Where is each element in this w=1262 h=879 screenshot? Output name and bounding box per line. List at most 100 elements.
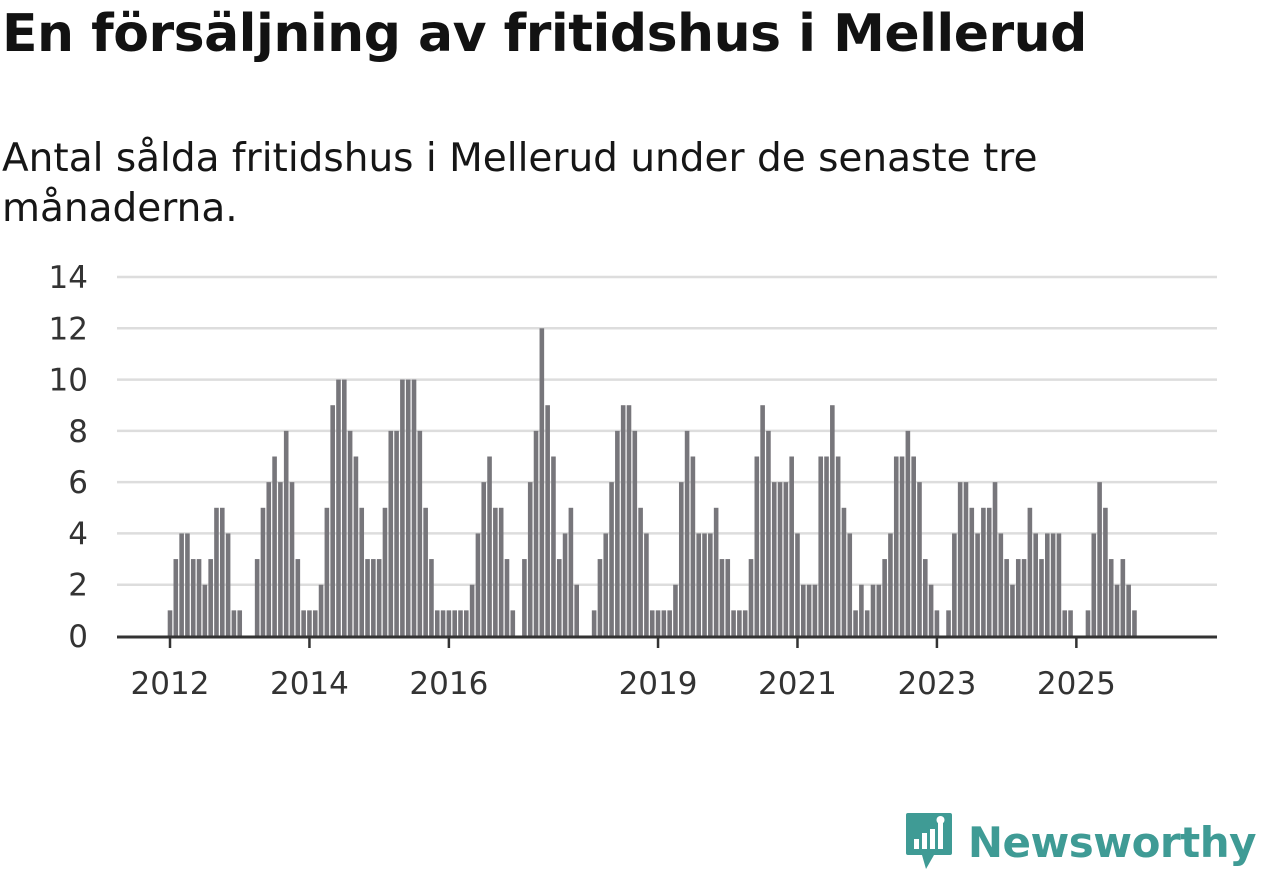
- bar: [365, 559, 370, 636]
- bar: [208, 559, 213, 636]
- bar: [678, 482, 684, 636]
- bar: [847, 533, 853, 636]
- bar: [1068, 610, 1073, 636]
- brand: Newsworthy: [904, 811, 1257, 873]
- bar: [167, 610, 173, 636]
- bar: [272, 456, 277, 636]
- bar: [771, 482, 777, 636]
- bar: [266, 482, 272, 636]
- bar: [893, 456, 899, 636]
- bar: [864, 610, 870, 636]
- bar: [719, 559, 725, 636]
- bar: [190, 559, 196, 636]
- y-tick-label: 10: [49, 363, 88, 399]
- bar: [1103, 507, 1108, 636]
- bar: [533, 430, 539, 636]
- bar: [371, 559, 376, 636]
- bar: [556, 559, 562, 636]
- bar: [527, 482, 533, 636]
- bar: [347, 430, 353, 636]
- bar: [1114, 584, 1120, 636]
- bar: [440, 610, 446, 636]
- bar: [952, 533, 957, 636]
- y-axis-ticks: 0 2 4 6 8 10 12 14: [49, 260, 88, 655]
- bar: [963, 482, 969, 636]
- bar: [702, 533, 707, 636]
- bar: [289, 482, 295, 636]
- bar: [649, 610, 655, 636]
- x-tick-label: 2023: [897, 666, 976, 702]
- bar: [783, 482, 789, 636]
- y-tick-label: 14: [49, 260, 88, 296]
- bar: [202, 584, 208, 636]
- bar: [237, 610, 243, 636]
- bar: [760, 405, 765, 636]
- bar: [551, 456, 556, 636]
- x-tick-label: 2021: [758, 666, 837, 702]
- bar: [429, 559, 434, 636]
- bar: [626, 405, 632, 636]
- bar: [928, 584, 934, 636]
- bar: [307, 610, 312, 636]
- bar: [464, 610, 469, 636]
- bar: [469, 584, 475, 636]
- bar: [1021, 559, 1027, 636]
- bar: [545, 405, 550, 636]
- bar: [254, 559, 260, 636]
- bar: [260, 507, 266, 636]
- bar: [1062, 610, 1068, 636]
- bar: [957, 482, 963, 636]
- x-tick-label: 2025: [1037, 666, 1116, 702]
- bar: [777, 482, 783, 636]
- bar: [423, 507, 428, 636]
- x-tick-label: 2014: [270, 666, 349, 702]
- x-tick-label: 2012: [131, 666, 210, 702]
- bar: [806, 584, 812, 636]
- bar: [591, 610, 597, 636]
- bar: [969, 507, 975, 636]
- bar: [725, 559, 731, 636]
- bar: [1015, 559, 1021, 636]
- bar: [278, 482, 283, 636]
- bar: [841, 507, 847, 636]
- bar: [475, 533, 481, 636]
- bar: [899, 456, 905, 636]
- bar: [382, 507, 388, 636]
- bar: [487, 456, 492, 636]
- bar: [673, 584, 678, 636]
- bar: [1126, 584, 1131, 636]
- y-tick-label: 2: [68, 568, 88, 604]
- bar: [708, 533, 713, 636]
- bar: [795, 533, 800, 636]
- bar: [185, 533, 190, 636]
- bar: [446, 610, 452, 636]
- bar: [696, 533, 702, 636]
- bar: [859, 584, 864, 636]
- bar: [800, 584, 806, 636]
- bar: [1004, 559, 1009, 636]
- y-tick-label: 8: [68, 414, 88, 450]
- bar: [934, 610, 940, 636]
- bar: [434, 610, 440, 636]
- bar: [603, 533, 609, 636]
- brand-name: Newsworthy: [967, 817, 1257, 867]
- bar: [214, 507, 219, 636]
- x-tick-label: 2016: [409, 666, 488, 702]
- bar: [1091, 533, 1097, 636]
- bar: [400, 379, 405, 636]
- bar: [1120, 559, 1126, 636]
- bar: [562, 533, 568, 636]
- bar: [824, 456, 829, 636]
- bar: [981, 507, 986, 636]
- bar: [458, 610, 463, 636]
- bar: [324, 507, 330, 636]
- bar: [818, 456, 824, 636]
- y-tick-label: 0: [68, 619, 88, 655]
- bar: [481, 482, 487, 636]
- bar: [574, 584, 579, 636]
- bar: [353, 456, 359, 636]
- bar: [376, 559, 382, 636]
- bar: [1010, 584, 1015, 636]
- bar: [615, 430, 620, 636]
- bar: [713, 507, 719, 636]
